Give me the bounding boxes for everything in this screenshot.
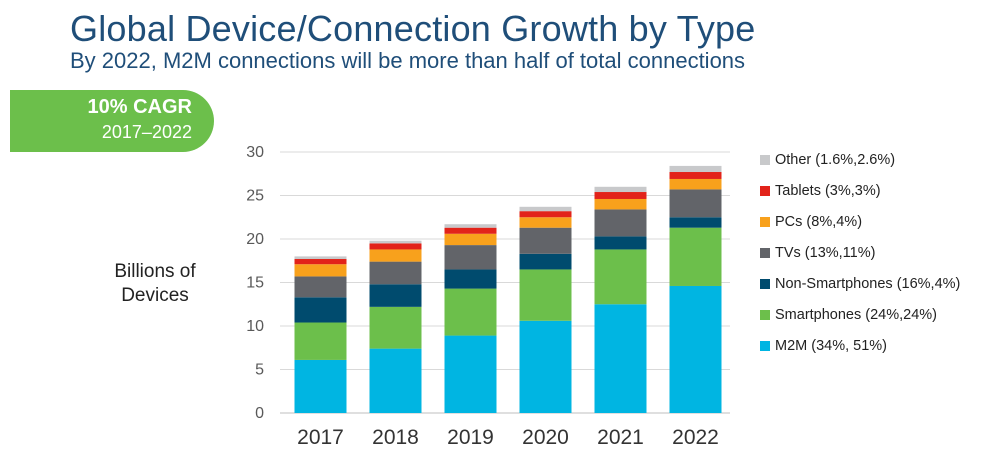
bar-segment-tvs bbox=[669, 189, 722, 218]
cagr-value: 10% CAGR bbox=[87, 96, 192, 118]
bar-segment-smartphones bbox=[369, 306, 422, 349]
bar-segment-pcs bbox=[444, 233, 497, 246]
legend-label: PCs (8%,4%) bbox=[775, 214, 863, 230]
bar-segment-non-smartphones bbox=[369, 284, 422, 307]
bar-segment-other bbox=[444, 224, 497, 228]
x-tick-label: 2020 bbox=[522, 426, 569, 449]
y-tick-label: 15 bbox=[246, 275, 264, 292]
bar-segment-smartphones bbox=[669, 227, 722, 286]
legend-label: Tablets (3%,3%) bbox=[775, 183, 881, 199]
bar-segment-m2m bbox=[669, 285, 722, 413]
bar-segment-tablets bbox=[294, 259, 347, 265]
legend-swatch bbox=[760, 279, 770, 289]
bar-segment-tvs bbox=[294, 276, 347, 298]
x-tick-label: 2017 bbox=[297, 426, 344, 449]
legend-item: Non-Smartphones (16%,4%) bbox=[760, 274, 960, 294]
bar-segment-m2m bbox=[444, 335, 497, 413]
bar-segment-non-smartphones bbox=[669, 217, 722, 228]
legend-item: PCs (8%,4%) bbox=[760, 212, 862, 232]
legend-label: TVs (13%,11%) bbox=[775, 245, 876, 261]
bar-segment-other bbox=[519, 206, 572, 212]
bar-segment-pcs bbox=[669, 178, 722, 190]
bar-segment-pcs bbox=[519, 217, 572, 228]
bar-segment-tablets bbox=[369, 243, 422, 250]
bar-segment-tablets bbox=[669, 172, 722, 179]
x-tick-label: 2021 bbox=[597, 426, 644, 449]
bar-segment-smartphones bbox=[444, 288, 497, 336]
bar-segment-smartphones bbox=[294, 322, 347, 360]
bar-segment-m2m bbox=[369, 348, 422, 413]
bar-segment-smartphones bbox=[519, 269, 572, 321]
bar-segment-m2m bbox=[519, 320, 572, 413]
y-axis-label: Billions of Devices bbox=[114, 261, 196, 306]
x-tick-label: 2019 bbox=[447, 426, 494, 449]
chart-title: Global Device/Connection Growth by Type bbox=[70, 8, 756, 49]
legend-swatch bbox=[760, 155, 770, 165]
bar-segment-smartphones bbox=[594, 249, 647, 305]
x-tick-label: 2018 bbox=[372, 426, 419, 449]
bar-segment-tvs bbox=[369, 261, 422, 285]
legend-item: Smartphones (24%,24%) bbox=[760, 305, 937, 325]
bar-segment-tvs bbox=[594, 209, 647, 237]
y-tick-label: 25 bbox=[246, 188, 264, 205]
legend-item: M2M (34%, 51%) bbox=[760, 336, 887, 356]
bar-segment-non-smartphones bbox=[294, 297, 347, 323]
legend-swatch bbox=[760, 310, 770, 320]
legend-swatch bbox=[760, 248, 770, 258]
bar-segment-tvs bbox=[519, 227, 572, 254]
bar-segment-tablets bbox=[519, 211, 572, 218]
bar-segment-non-smartphones bbox=[519, 253, 572, 270]
legend-item: TVs (13%,11%) bbox=[760, 243, 875, 263]
y-tick-label: 10 bbox=[246, 318, 264, 335]
legend-label: Other (1.6%,2.6%) bbox=[775, 152, 896, 168]
y-tick-label: 5 bbox=[255, 362, 264, 379]
chart-subtitle: By 2022, M2M connections will be more th… bbox=[70, 48, 746, 73]
bar-segment-tvs bbox=[444, 245, 497, 270]
bar-segment-pcs bbox=[594, 198, 647, 210]
cagr-badge: 10% CAGR 2017–2022 bbox=[10, 90, 214, 152]
bar-segment-other bbox=[294, 256, 347, 260]
bar-segment-pcs bbox=[369, 249, 422, 262]
legend-label: Non-Smartphones (16%,4%) bbox=[775, 276, 961, 292]
bar-segment-non-smartphones bbox=[444, 269, 497, 289]
y-tick-label: 0 bbox=[255, 405, 264, 422]
legend-label: Smartphones (24%,24%) bbox=[775, 307, 937, 323]
y-tick-label: 30 bbox=[246, 144, 264, 161]
legend-label: M2M (34%, 51%) bbox=[775, 338, 888, 354]
bar-segment-other bbox=[669, 165, 722, 173]
bar-segment-other bbox=[369, 240, 422, 244]
legend-swatch bbox=[760, 186, 770, 196]
cagr-period: 2017–2022 bbox=[101, 122, 192, 142]
legend-swatch bbox=[760, 341, 770, 351]
x-tick-label: 2022 bbox=[672, 426, 719, 449]
bar-segment-other bbox=[594, 186, 647, 193]
y-tick-label: 20 bbox=[246, 231, 264, 248]
bar-segment-pcs bbox=[294, 264, 347, 277]
legend-item: Other (1.6%,2.6%) bbox=[760, 150, 895, 170]
bar-segment-non-smartphones bbox=[594, 236, 647, 250]
bar-segment-m2m bbox=[594, 304, 647, 413]
bar-segment-tablets bbox=[594, 192, 647, 199]
legend-item: Tablets (3%,3%) bbox=[760, 181, 881, 201]
bar-segment-tablets bbox=[444, 227, 497, 234]
bar-segment-m2m bbox=[294, 359, 347, 413]
legend-swatch bbox=[760, 217, 770, 227]
